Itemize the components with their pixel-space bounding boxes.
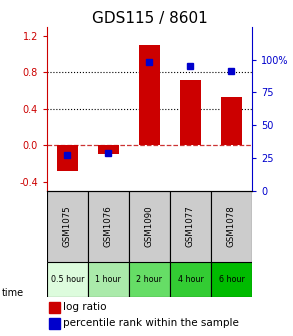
Bar [47,191,88,262]
Bar [129,262,170,297]
Text: 0.5 hour: 0.5 hour [51,275,84,284]
Bar [49,318,60,329]
Text: 1 hour: 1 hour [96,275,121,284]
Bar [170,262,211,297]
Bar [129,191,170,262]
Bar [88,191,129,262]
Bar [47,262,88,297]
Text: GSM1075: GSM1075 [63,205,72,247]
Text: 4 hour: 4 hour [178,275,203,284]
Bar [211,191,252,262]
Text: GSM1078: GSM1078 [227,205,236,247]
Bar [139,45,160,145]
Text: GSM1076: GSM1076 [104,205,113,247]
Text: log ratio: log ratio [63,302,107,312]
Text: 2 hour: 2 hour [137,275,162,284]
Title: GDS115 / 8601: GDS115 / 8601 [91,11,207,26]
Bar [98,145,119,154]
Text: GSM1090: GSM1090 [145,205,154,247]
Bar [221,97,242,145]
Bar [170,191,211,262]
Bar [211,262,252,297]
Text: 6 hour: 6 hour [219,275,244,284]
Text: percentile rank within the sample: percentile rank within the sample [63,318,239,328]
Text: GSM1077: GSM1077 [186,205,195,247]
Bar [49,302,60,313]
Bar [57,145,78,171]
Text: time: time [1,288,24,298]
Bar [180,80,201,145]
Bar [88,262,129,297]
